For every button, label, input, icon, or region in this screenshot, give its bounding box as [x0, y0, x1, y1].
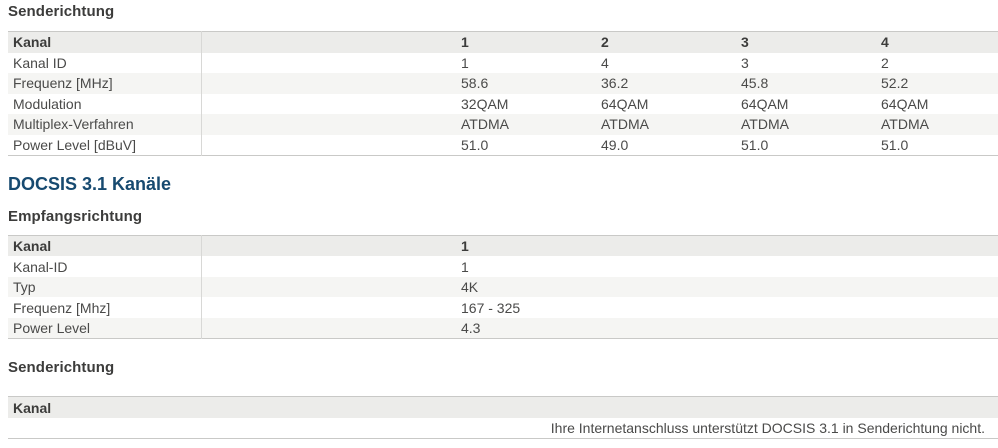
unsupported-notice-text: Ihre Internetanschluss unterstützt DOCSI…: [550, 420, 985, 437]
spacer-cell: [201, 73, 456, 94]
row-label: Power Level [dBuV]: [8, 134, 202, 156]
table-row-frequenz: Frequenz [Mhz] 167 - 325: [8, 297, 998, 318]
cell-value: 58.6: [456, 73, 596, 94]
cell-value: 51.0: [881, 136, 909, 153]
cell-value: 4.3: [456, 317, 998, 339]
cell-value: 1: [461, 54, 469, 71]
cell-value: 45.8: [736, 73, 876, 94]
cell-value: 1: [461, 258, 469, 275]
docsis31-section-heading: DOCSIS 3.1 Kanäle: [8, 174, 172, 194]
row-label: Modulation: [8, 93, 202, 114]
row-label: Typ: [8, 276, 202, 298]
spacer-cell: [201, 114, 456, 135]
row-label: Kanal ID: [8, 52, 202, 73]
spacer-cell: [201, 297, 456, 318]
table-row-typ: Typ 4K: [8, 276, 998, 298]
downstream-section-heading: Empfangsrichtung: [8, 207, 143, 225]
row-label: Frequenz [Mhz]: [8, 297, 202, 318]
cell-value: 4K: [456, 276, 998, 298]
table-header-row: Kanal: [8, 396, 998, 418]
cell-value: ATDMA: [596, 114, 736, 135]
docsis31-upstream-table: Kanal Ihre Internetanschluss unterstützt…: [8, 396, 998, 440]
row-label-kanal: Kanal: [8, 396, 998, 418]
row-label-kanal: Kanal: [8, 31, 202, 53]
spacer-cell: [201, 53, 456, 74]
cell-value: 32QAM: [461, 95, 509, 112]
cell-value: 3: [741, 54, 749, 71]
table-header-row: Kanal 1 2 3 4: [8, 31, 998, 53]
cell-value: 51.0: [461, 136, 489, 153]
cell-value: 52.2: [876, 73, 998, 94]
cell-value: 64QAM: [601, 95, 649, 112]
spacer-cell: [201, 276, 456, 298]
cell-value: 167 - 325: [461, 299, 521, 316]
spacer-cell: [201, 31, 456, 53]
col-header-4: 4: [876, 31, 998, 53]
cell-value: 4: [601, 54, 609, 71]
docsis31-upstream-section-heading: Senderichtung: [8, 359, 115, 377]
table-row-power-level: Power Level 4.3: [8, 317, 998, 339]
col-header-1: 1: [456, 235, 998, 257]
cell-value: 64QAM: [741, 95, 789, 112]
spacer-cell: [201, 94, 456, 115]
col-header-1: 1: [456, 31, 596, 53]
row-label: Power Level: [8, 317, 202, 339]
cell-value: ATDMA: [736, 114, 876, 135]
upstream-channel-table: Kanal 1 2 3 4 Kanal ID 1 4 3 2 Frequenz …: [8, 31, 998, 156]
table-row-frequenz: Frequenz [MHz] 58.6 36.2 45.8 52.2: [8, 73, 998, 94]
spacer-cell: [201, 317, 456, 339]
col-header-3: 3: [736, 31, 876, 53]
spacer-cell: [201, 235, 456, 257]
spacer-cell: [201, 256, 456, 277]
cell-value: 49.0: [601, 136, 629, 153]
table-row-notice: Ihre Internetanschluss unterstützt DOCSI…: [8, 418, 998, 439]
table-row-kanal-id: Kanal-ID 1: [8, 256, 998, 277]
row-label: Kanal-ID: [8, 256, 202, 277]
table-row-modulation: Modulation 32QAM 64QAM 64QAM 64QAM: [8, 93, 998, 115]
row-label: Multiplex-Verfahren: [8, 114, 202, 135]
docsis31-downstream-table: Kanal 1 Kanal-ID 1 Typ 4K Frequenz [Mhz]…: [8, 234, 998, 340]
cell-value: ATDMA: [456, 114, 596, 135]
cell-value: 36.2: [596, 73, 736, 94]
table-row-multiplex: Multiplex-Verfahren ATDMA ATDMA ATDMA AT…: [8, 114, 998, 135]
row-label: Frequenz [MHz]: [8, 73, 202, 94]
spacer-cell: [201, 135, 456, 156]
table-row-power-level: Power Level [dBuV] 51.0 49.0 51.0 51.0: [8, 134, 998, 156]
cell-value: ATDMA: [876, 114, 998, 135]
cell-value: 64QAM: [881, 95, 929, 112]
cell-value: 2: [881, 54, 889, 71]
page-content: Senderichtung Kanal 1 2 3 4 Kanal ID 1 4…: [8, 3, 998, 440]
table-row-kanal-id: Kanal ID 1 4 3 2: [8, 52, 998, 74]
upstream-section-heading: Senderichtung: [8, 3, 115, 20]
cell-value: 51.0: [741, 136, 769, 153]
table-header-row: Kanal 1: [8, 235, 998, 257]
row-label-kanal: Kanal: [8, 235, 202, 257]
col-header-2: 2: [596, 31, 736, 53]
